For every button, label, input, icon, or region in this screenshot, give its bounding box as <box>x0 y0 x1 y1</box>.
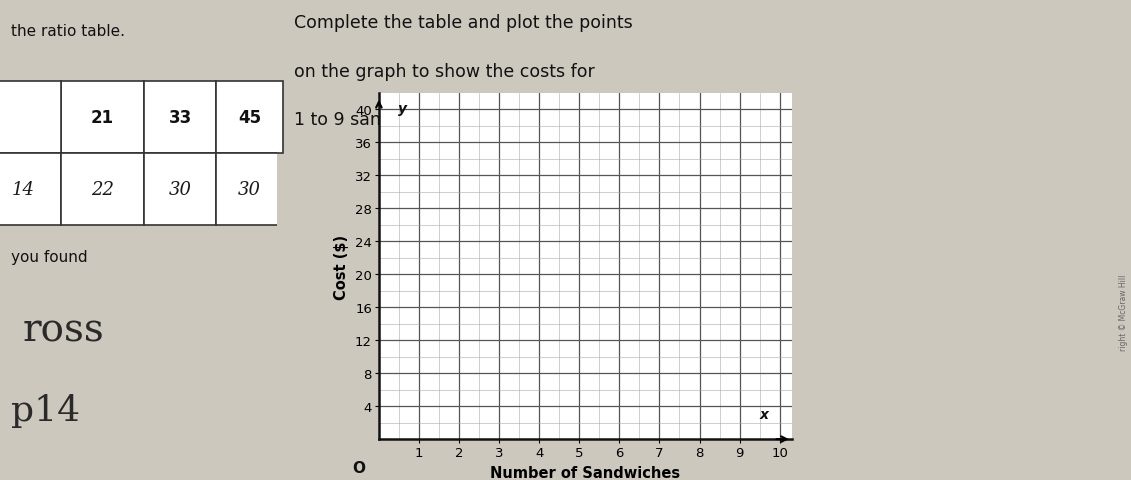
Text: 1 to 9 sandwiches.: 1 to 9 sandwiches. <box>294 110 457 128</box>
Text: x: x <box>759 408 768 421</box>
Text: 30: 30 <box>238 180 261 199</box>
Text: 14: 14 <box>12 180 35 199</box>
Text: you found: you found <box>11 250 88 264</box>
Text: 30: 30 <box>169 180 191 199</box>
Y-axis label: Cost ($): Cost ($) <box>335 234 349 299</box>
FancyBboxPatch shape <box>61 82 144 154</box>
Text: 22: 22 <box>90 180 114 199</box>
FancyBboxPatch shape <box>0 82 61 154</box>
X-axis label: Number of Sandwiches: Number of Sandwiches <box>490 465 681 480</box>
Text: 45: 45 <box>238 108 261 127</box>
Text: O: O <box>353 460 365 476</box>
Text: p14: p14 <box>11 394 80 428</box>
Text: on the graph to show the costs for: on the graph to show the costs for <box>294 62 595 80</box>
FancyBboxPatch shape <box>144 154 216 226</box>
Text: 33: 33 <box>169 108 192 127</box>
Text: the ratio table.: the ratio table. <box>11 24 126 39</box>
FancyBboxPatch shape <box>61 154 144 226</box>
FancyBboxPatch shape <box>216 82 283 154</box>
Text: ross: ross <box>23 312 104 349</box>
FancyBboxPatch shape <box>144 82 216 154</box>
FancyBboxPatch shape <box>216 154 283 226</box>
FancyBboxPatch shape <box>0 154 61 226</box>
Text: 21: 21 <box>90 108 114 127</box>
Text: right © McGraw Hill: right © McGraw Hill <box>1119 274 1128 350</box>
Text: y: y <box>398 101 407 115</box>
Text: Complete the table and plot the points: Complete the table and plot the points <box>294 14 633 32</box>
